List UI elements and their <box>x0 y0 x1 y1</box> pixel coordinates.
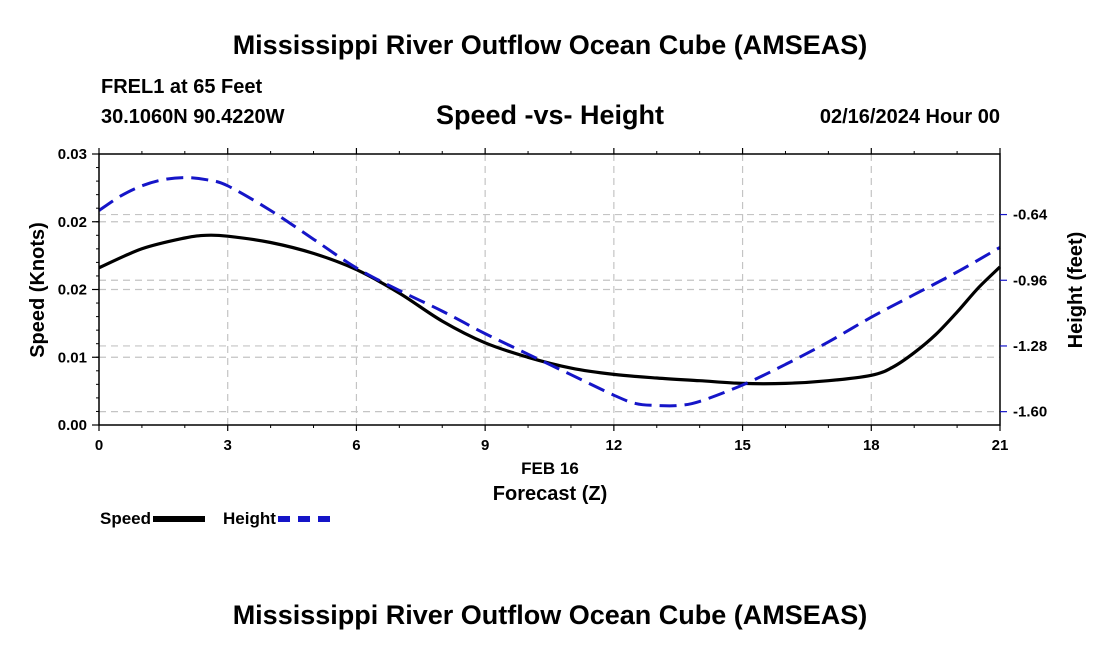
x-tick-label: 9 <box>481 437 489 454</box>
y2-tick-label: -1.60 <box>1013 404 1047 421</box>
x-tick-label: 0 <box>95 437 103 454</box>
y-tick-label: 0.03 <box>58 146 87 163</box>
forecast-datetime: 02/16/2024 Hour 00 <box>819 106 1000 128</box>
y-tick-label: 0.01 <box>58 349 87 366</box>
x-axis-title: Forecast (Z) <box>493 483 607 505</box>
legend: Speed Height <box>100 509 348 529</box>
main-title: Mississippi River Outflow Ocean Cube (AM… <box>232 30 868 60</box>
series-layer <box>98 176 1002 408</box>
y-tick-label: 0.02 <box>58 282 87 299</box>
y2-tick-label: -0.64 <box>1013 207 1048 224</box>
y2-tick-label: -1.28 <box>1013 338 1047 355</box>
x-tick-label: 21 <box>992 437 1009 454</box>
legend-item-height: Height <box>223 509 330 529</box>
legend-height-label: Height <box>223 509 276 528</box>
series-line-height <box>98 176 1001 408</box>
x-tick-label: 3 <box>224 437 232 454</box>
legend-height-swatch <box>277 516 330 522</box>
x-tick-label: 6 <box>352 437 360 454</box>
x-date-label: FEB 16 <box>521 459 579 478</box>
series-line-speed <box>98 233 1002 386</box>
chart-subtitle: Speed -vs- Height <box>435 100 665 130</box>
station-coordinates: 30.1060N 90.4220W <box>101 106 285 128</box>
x-tick-label: 12 <box>606 437 623 454</box>
y-tick-label: 0.00 <box>58 417 87 434</box>
legend-item-speed: Speed <box>100 509 206 529</box>
legend-speed-swatch <box>153 516 206 522</box>
x-tick-label: 15 <box>734 437 751 454</box>
axis-layer: 0 3 6 9 12 15 18 21 0.00 0.01 0.02 0.02 0.03 -0.64 -0.… <box>58 146 1048 454</box>
y2-axis-title: Height (feet) <box>1065 232 1087 349</box>
y-tick-label: 0.02 <box>58 214 87 231</box>
footer-title: Mississippi River Outflow Ocean Cube (AM… <box>232 600 868 630</box>
legend-speed-label: Speed <box>100 509 152 528</box>
y-axis-title: Speed (Knots) <box>27 222 49 358</box>
station-label: FREL1 at 65 Feet <box>101 76 263 98</box>
x-tick-label: 18 <box>863 437 880 454</box>
grid-layer <box>99 154 1000 425</box>
y2-tick-label: -0.96 <box>1013 272 1047 289</box>
